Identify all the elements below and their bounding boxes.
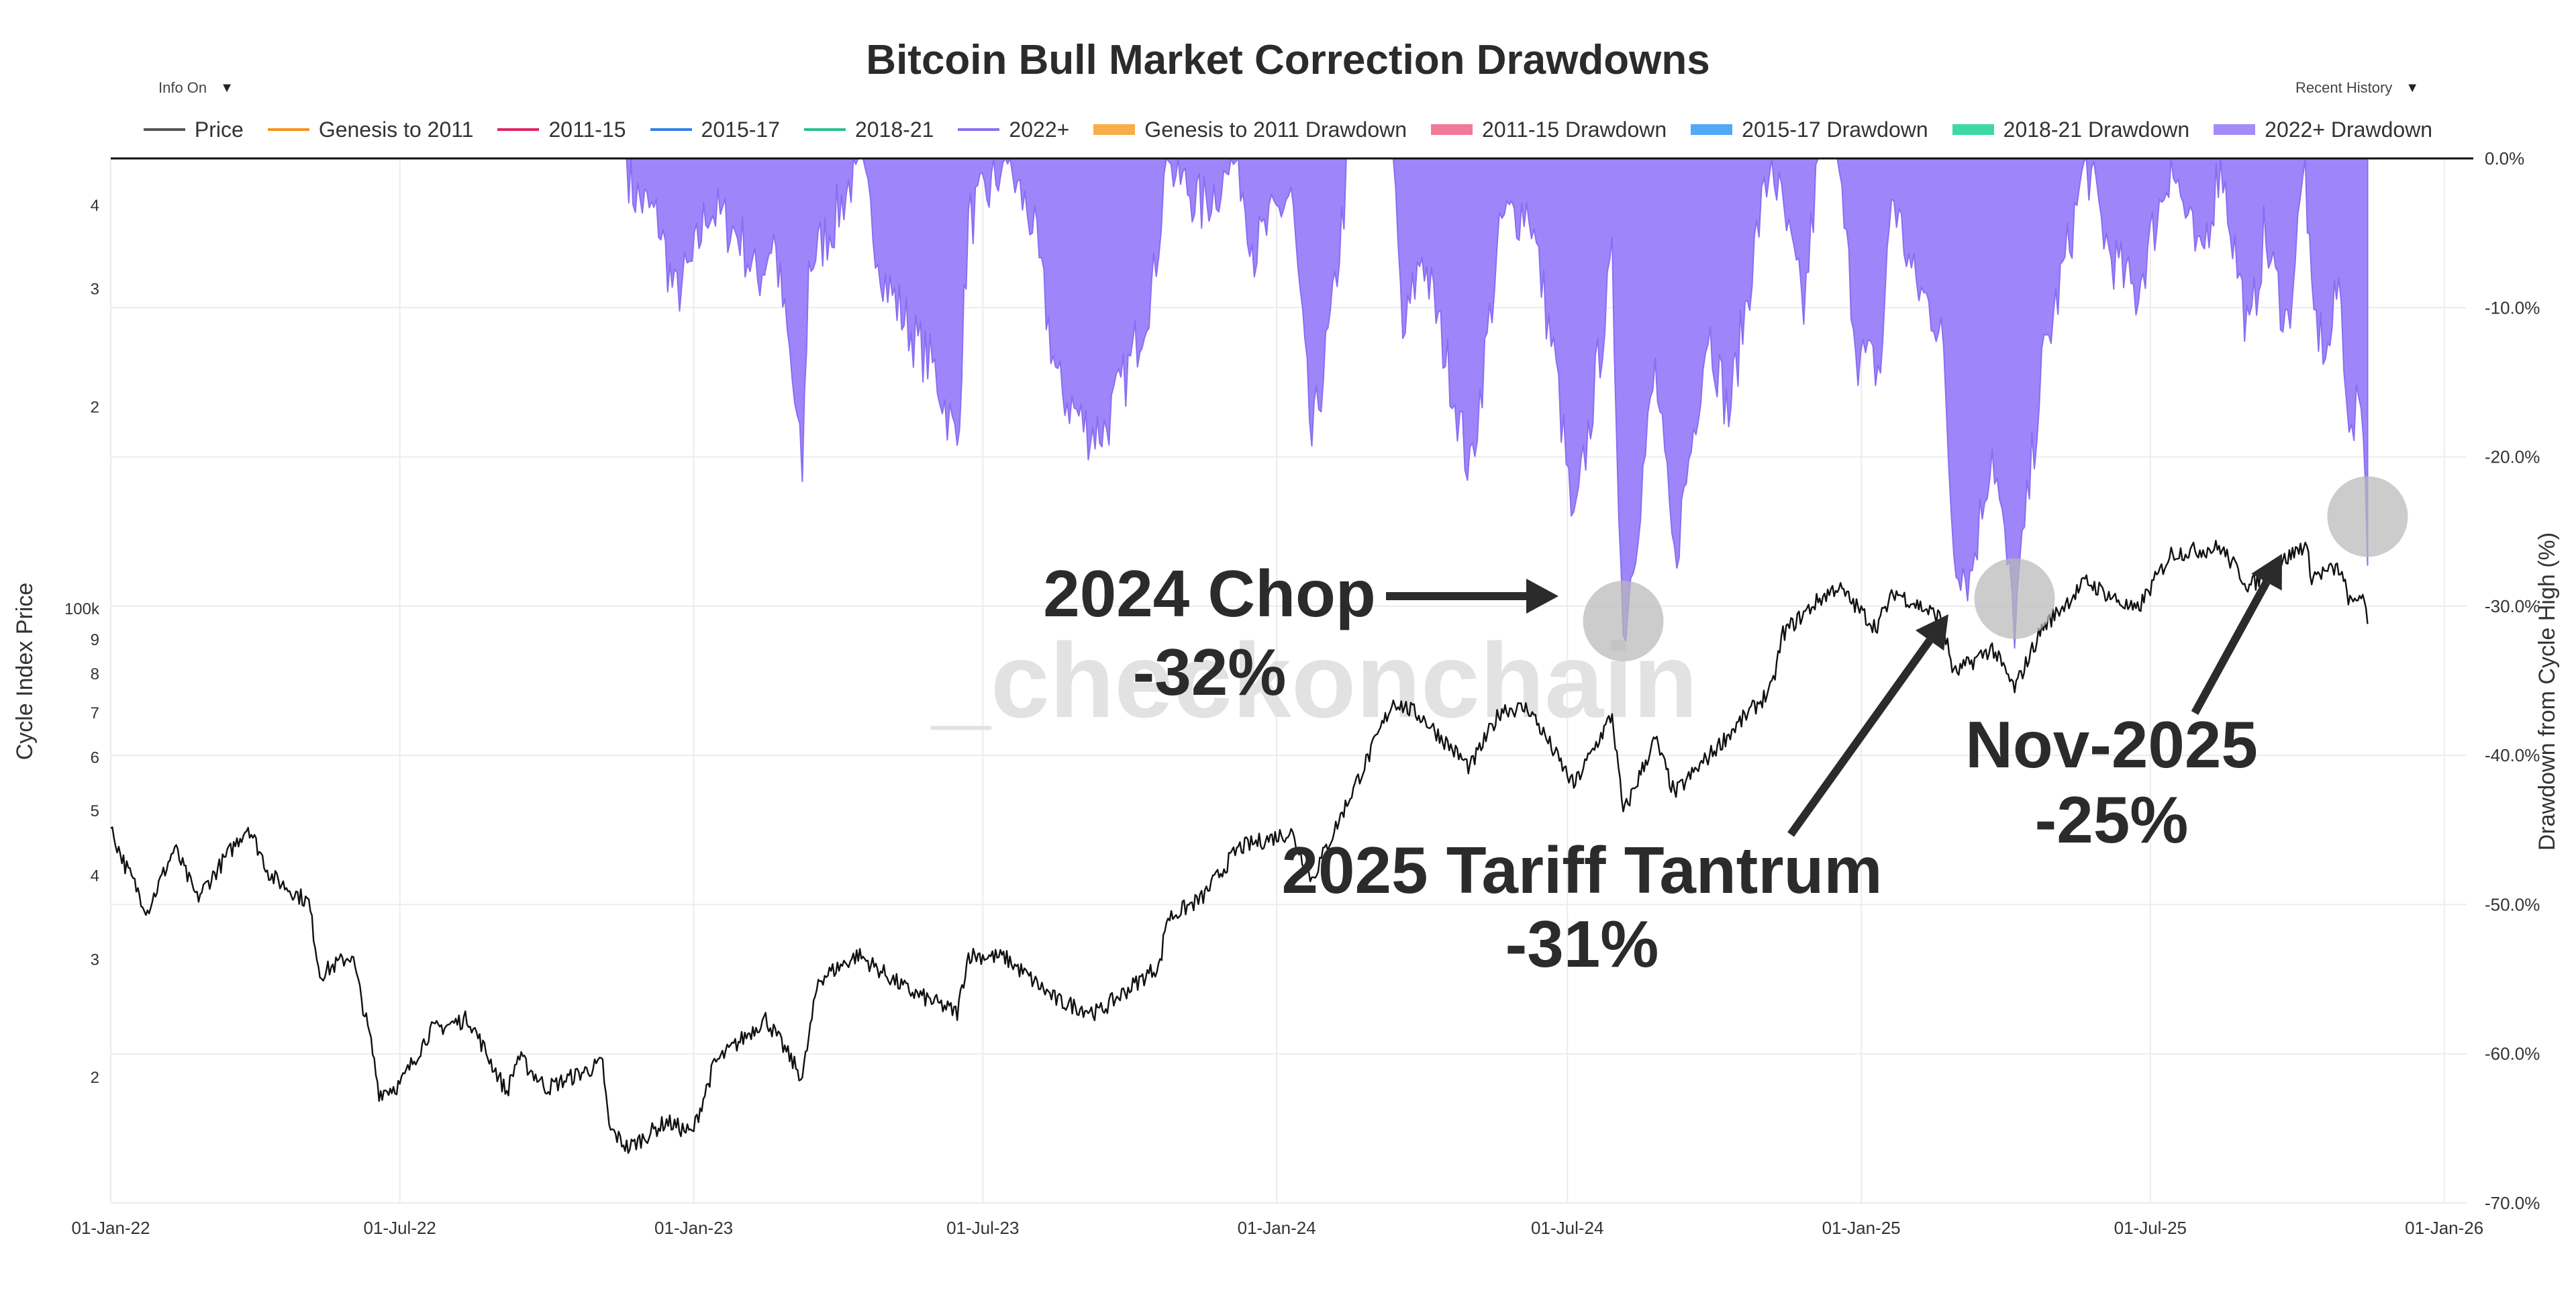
y-left-tick-label: 7	[91, 704, 99, 722]
chevron-down-icon: ▼	[2406, 80, 2420, 95]
legend-item[interactable]: Genesis to 2011 Drawdown	[1093, 117, 1407, 142]
legend-label: 2015-17 Drawdown	[1742, 117, 1928, 142]
price-series	[110, 540, 2369, 1154]
annotation-arrow-shaft	[1787, 638, 1933, 837]
x-tick-label: 01-Jan-23	[654, 1218, 733, 1238]
info-dropdown-label: Info On	[158, 79, 207, 96]
legend-item[interactable]: 2018-21	[803, 117, 934, 142]
y-left-tick-label: 3	[91, 951, 99, 969]
legend-item[interactable]: Price	[143, 117, 244, 142]
annotation-value: -31%	[1505, 907, 1659, 981]
legend-item[interactable]: 2022+ Drawdown	[2214, 117, 2432, 142]
legend-swatch	[958, 128, 1000, 131]
y-right-tick-label: -50.0%	[2485, 894, 2540, 914]
history-dropdown-label: Recent History	[2295, 79, 2393, 96]
legend-item[interactable]: 2015-17 Drawdown	[1691, 117, 1928, 142]
x-tick-label: 01-Jul-23	[946, 1218, 1019, 1238]
legend-label: 2011-15	[548, 117, 626, 142]
legend-swatch	[1952, 124, 1994, 135]
legend-item[interactable]: 2022+	[958, 117, 1069, 142]
legend-label: 2018-21	[854, 117, 934, 142]
y-left-tick-label: 100k	[64, 600, 100, 618]
legend-swatch	[1431, 124, 1473, 135]
y-left-tick-label: 4	[91, 867, 99, 885]
legend-swatch	[1691, 124, 1733, 135]
axes: 01-Jan-22 01-Jul-22 01-Jan-23 01-Jul-23 01-J…	[64, 148, 2540, 1238]
y-right-tick-label: -30.0%	[2485, 596, 2540, 616]
y-left-tick-label: 6	[91, 749, 99, 767]
annotation-arrow-head	[2251, 554, 2282, 591]
annotation-value: -25%	[2035, 783, 2189, 857]
annotation-value: -32%	[1133, 635, 1287, 709]
y-left-tick-label: 5	[91, 802, 99, 820]
highlight-marker	[2327, 476, 2408, 557]
x-tick-label: 01-Jan-24	[1238, 1218, 1316, 1238]
y-left-axis-label: Cycle Index Price	[12, 583, 38, 761]
legend-swatch	[143, 128, 185, 131]
y-left-tick-label: 2	[91, 399, 99, 417]
x-tick-label: 01-Jan-26	[2405, 1218, 2483, 1238]
legend-swatch	[267, 128, 309, 131]
annotation-title: 2024 Chop	[1043, 557, 1376, 630]
legend-label: Genesis to 2011	[318, 117, 474, 142]
y-right-tick-label: -70.0%	[2485, 1193, 2540, 1213]
y-left-tick-label: 4	[91, 197, 99, 215]
x-tick-label: 01-Jan-25	[1822, 1218, 1901, 1238]
x-tick-label: 01-Jul-22	[364, 1218, 436, 1238]
legend-label: 2022+	[1009, 117, 1070, 142]
legend-item[interactable]: 2018-21 Drawdown	[1952, 117, 2190, 142]
watermark-text: _checkonchain	[930, 622, 1698, 740]
y-right-tick-label: -10.0%	[2485, 297, 2540, 318]
y-right-axis-label: Drawdown from Cycle High (%)	[2534, 532, 2560, 851]
y-left-tick-label: 8	[91, 665, 99, 683]
legend-swatch	[803, 128, 846, 131]
info-dropdown[interactable]: Info On ▼	[149, 73, 243, 103]
y-right-tick-label: -40.0%	[2485, 745, 2540, 765]
legend-swatch	[1093, 124, 1136, 135]
annotation-arrow-shaft	[2191, 580, 2271, 715]
drawdown-series	[626, 158, 2369, 649]
legend-swatch	[650, 128, 692, 131]
annotation-arrow-head	[1915, 614, 1948, 651]
x-tick-label: 01-Jul-24	[1531, 1218, 1603, 1238]
legend-swatch	[2214, 124, 2256, 135]
legend-item[interactable]: Genesis to 2011	[267, 117, 474, 142]
x-tick-label: 01-Jul-25	[2114, 1218, 2187, 1238]
legend-label: 2015-17	[701, 117, 780, 142]
x-tick-label: 01-Jan-22	[71, 1218, 150, 1238]
y-left-tick-label: 3	[91, 281, 99, 299]
chart-title: Bitcoin Bull Market Correction Drawdowns	[866, 37, 1710, 83]
legend-item[interactable]: 2011-15 Drawdown	[1431, 117, 1667, 142]
legend-label: 2022+ Drawdown	[2265, 117, 2433, 142]
legend-label: Price	[194, 117, 244, 142]
annotation-arrow-head	[1526, 579, 1558, 614]
legend-label: Genesis to 2011 Drawdown	[1144, 117, 1407, 142]
y-right-tick-label: -60.0%	[2485, 1044, 2540, 1064]
chevron-down-icon: ▼	[220, 80, 234, 95]
chart-legend: Price Genesis to 2011 2011-15 2015-17 2018-2…	[0, 113, 2576, 146]
price-line	[110, 540, 2369, 1154]
y-right-tick-label: -20.0%	[2485, 447, 2540, 467]
legend-item[interactable]: 2011-15	[497, 117, 626, 142]
highlight-marker	[1583, 581, 1664, 662]
y-left-tick-label: 2	[91, 1069, 99, 1087]
annotation-title: 2025 Tariff Tantrum	[1282, 833, 1883, 907]
history-dropdown[interactable]: Recent History ▼	[2286, 73, 2428, 103]
highlight-marker	[1974, 558, 2055, 639]
legend-label: 2011-15 Drawdown	[1482, 117, 1667, 142]
annotation-title: Nov-2025	[1965, 708, 2258, 781]
y-right-tick-label: 0.0%	[2485, 148, 2524, 169]
legend-label: 2018-21 Drawdown	[2003, 117, 2190, 142]
y-left-tick-label: 9	[91, 631, 99, 649]
drawdown-area	[626, 158, 2369, 649]
annotations: 2024 Chop-32% 2025 Tariff Tantrum-31% Nov-…	[1043, 476, 2408, 981]
legend-swatch	[497, 128, 540, 131]
legend-item[interactable]: 2015-17	[650, 117, 780, 142]
